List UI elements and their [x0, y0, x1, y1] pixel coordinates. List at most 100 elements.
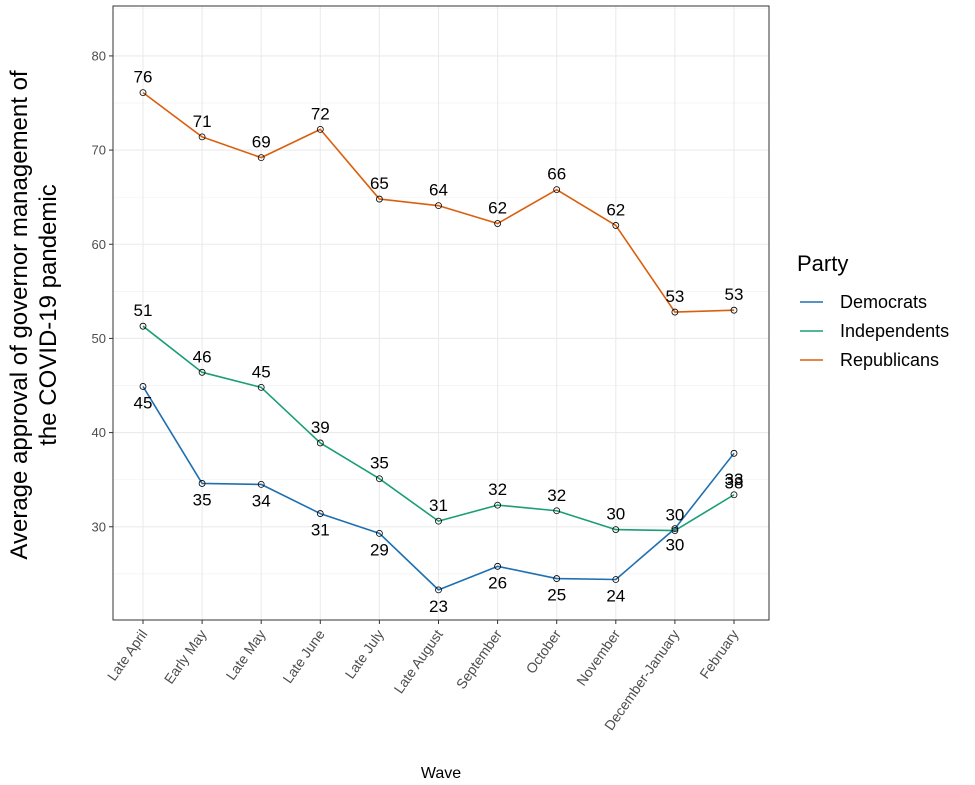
data-label: 45	[252, 362, 271, 381]
data-point	[730, 449, 738, 457]
data-label: 64	[429, 181, 448, 200]
y-tick-label: 30	[92, 519, 106, 534]
data-point	[375, 195, 383, 203]
x-tick-label: Late August	[390, 626, 446, 696]
legend-label: Independents	[840, 321, 949, 341]
data-label: 29	[370, 540, 389, 559]
data-label: 65	[370, 174, 389, 193]
data-label: 23	[429, 597, 448, 616]
data-point	[730, 306, 738, 314]
data-label: 31	[429, 496, 448, 515]
data-point	[257, 480, 265, 488]
data-point	[435, 202, 442, 210]
data-point	[671, 527, 679, 534]
data-point	[139, 383, 147, 390]
data-label: 71	[193, 112, 212, 131]
data-point	[612, 576, 620, 583]
x-tick-label: Late June	[279, 626, 328, 686]
x-tick-label: Late May	[223, 627, 269, 683]
series-layer	[139, 89, 738, 594]
data-point	[671, 308, 679, 316]
data-point	[198, 368, 206, 376]
y-axis-title-line-2: the COVID-19 pandemic	[35, 184, 62, 445]
data-point	[139, 322, 147, 330]
data-point	[435, 517, 442, 525]
data-point	[257, 154, 265, 162]
data-label: 32	[547, 486, 566, 505]
data-label: 34	[252, 491, 271, 510]
data-point	[375, 529, 383, 537]
data-point	[612, 222, 620, 229]
data-label: 26	[488, 573, 507, 592]
series-line	[142, 386, 735, 591]
data-point	[198, 480, 206, 487]
data-label: 53	[725, 285, 744, 304]
data-point	[375, 475, 383, 483]
x-axis: Late April Early May Late May Late June Late…	[104, 620, 741, 733]
data-label: 53	[665, 287, 684, 306]
data-label: 30	[606, 505, 625, 524]
data-label: 38	[725, 473, 744, 492]
y-tick-label: 60	[92, 237, 106, 252]
data-point	[316, 439, 324, 447]
data-label: 39	[311, 418, 330, 437]
data-point	[730, 491, 738, 499]
legend-title: Party	[797, 251, 848, 276]
x-tick-label: Early May	[161, 627, 210, 687]
x-tick-label: October	[522, 626, 564, 676]
data-label: 76	[134, 68, 153, 87]
x-tick-label: September	[453, 626, 506, 692]
data-point	[612, 526, 620, 533]
data-point	[316, 510, 324, 517]
legend-label: Republicans	[840, 350, 939, 370]
data-label: 24	[606, 587, 625, 606]
data-labels: 76 71 69 72 65 64 62 66 62 53 53 51 46 45 39 35 31 32 32 30…	[134, 68, 744, 616]
data-point	[198, 133, 206, 141]
data-point	[494, 501, 502, 509]
data-point	[553, 575, 561, 582]
grid-lines	[113, 6, 769, 620]
x-tick-label: Late April	[104, 627, 151, 684]
series-line	[142, 91, 735, 313]
data-label: 33	[725, 470, 744, 489]
x-axis-title: Wave	[421, 765, 461, 782]
data-label: 46	[193, 347, 212, 366]
legend-label: Democrats	[840, 292, 927, 312]
data-label: 32	[488, 480, 507, 499]
data-label: 30	[665, 506, 684, 525]
data-point	[316, 125, 324, 133]
x-tick-label: Late July	[342, 627, 387, 682]
data-label: 62	[606, 200, 625, 219]
data-point	[435, 586, 442, 594]
y-tick-label: 50	[92, 331, 106, 346]
y-axis: 30 40 50 60 70 80	[92, 48, 113, 534]
data-point	[139, 89, 147, 97]
data-label: 30	[665, 536, 684, 555]
data-point	[494, 562, 502, 570]
y-axis-title-line-1: Average approval of governor management …	[6, 70, 33, 560]
data-label: 35	[370, 454, 389, 473]
data-point	[553, 186, 561, 194]
data-point	[494, 220, 502, 227]
data-point	[257, 383, 265, 391]
data-label: 62	[488, 199, 507, 218]
data-label: 31	[311, 521, 330, 540]
data-label: 35	[193, 490, 212, 509]
data-label: 45	[134, 393, 153, 412]
y-tick-label: 40	[92, 425, 106, 440]
data-label: 72	[311, 104, 330, 123]
data-label: 25	[547, 586, 566, 605]
y-tick-label: 80	[92, 48, 106, 63]
series-line	[142, 325, 735, 532]
plot-panel-border	[112, 5, 770, 621]
data-point	[553, 507, 561, 515]
data-label: 69	[252, 133, 271, 152]
y-axis-title: Average approval of governor management …	[6, 70, 62, 560]
legend: Party Democrats Independents Republicans	[797, 251, 949, 370]
x-tick-label: November	[573, 626, 623, 688]
y-tick-label: 70	[92, 143, 106, 158]
data-label: 51	[134, 301, 153, 320]
data-point	[671, 525, 679, 533]
data-label: 66	[547, 165, 566, 184]
